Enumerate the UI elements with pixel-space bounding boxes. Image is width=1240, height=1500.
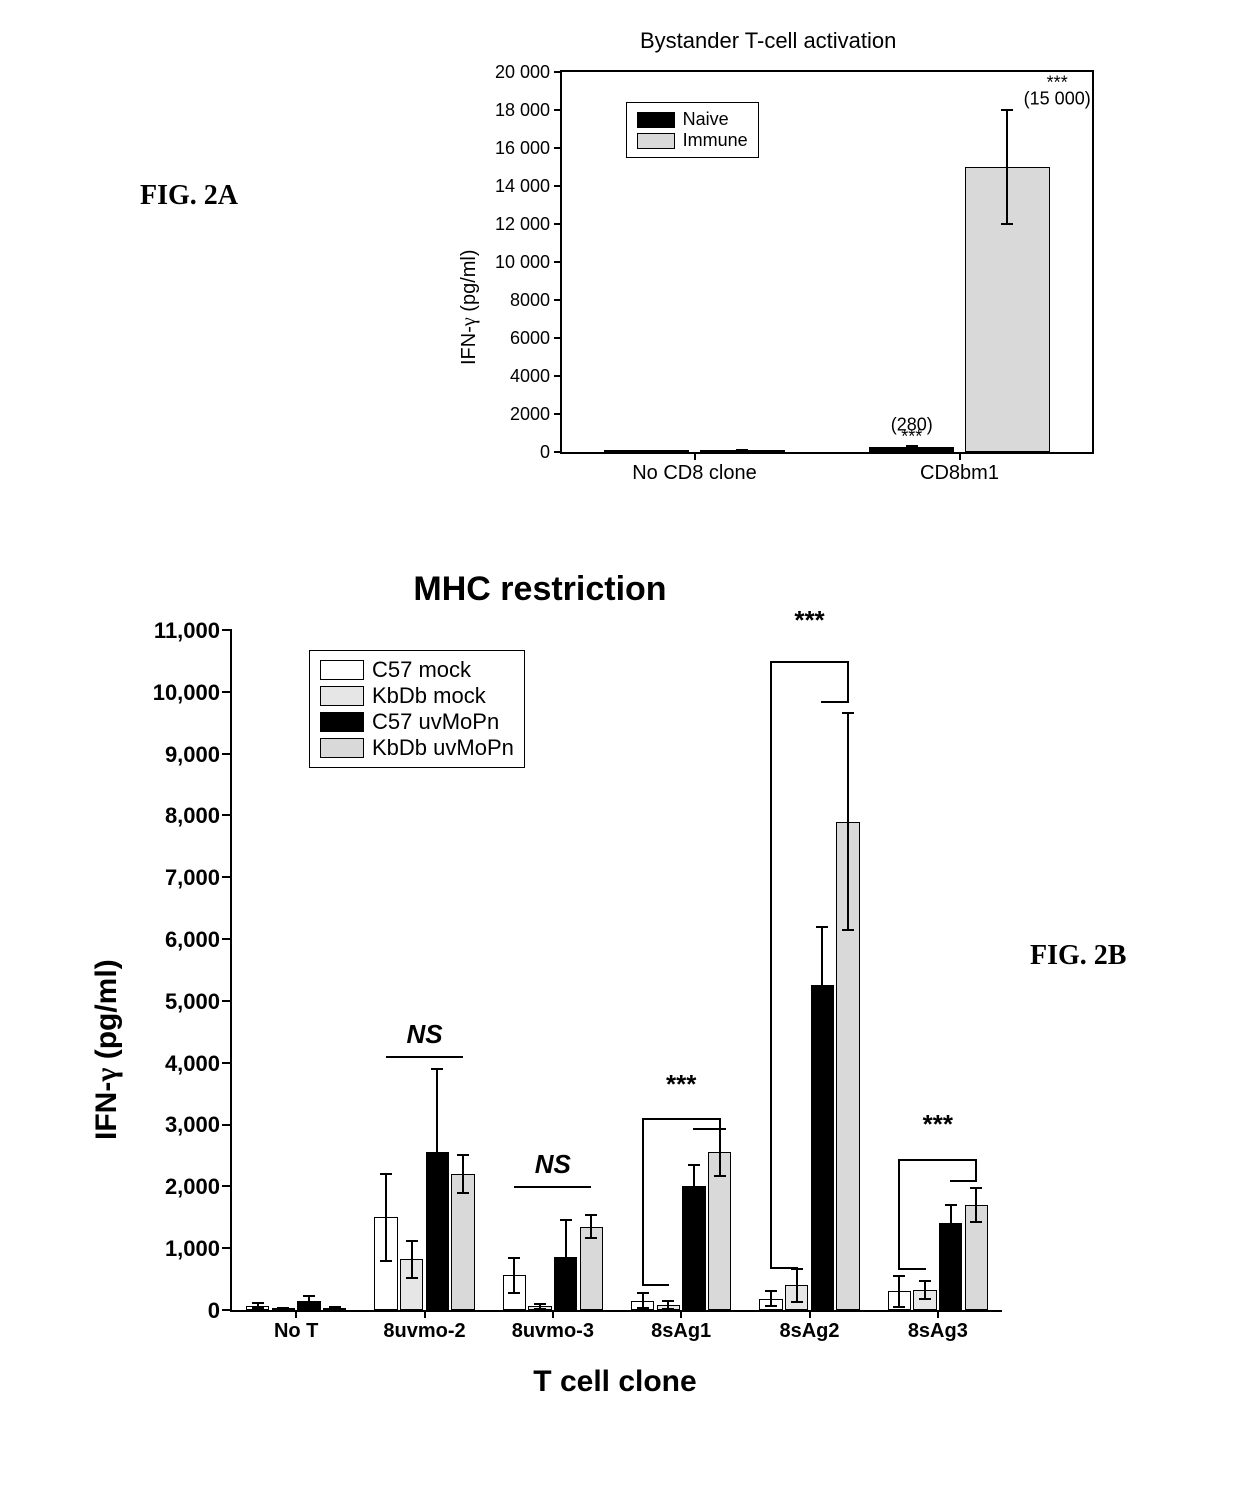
chart-b-xlabel: T cell clone [230, 1365, 1000, 1399]
annotation: (280) [891, 415, 933, 436]
xtick-label: 8sAg3 [908, 1320, 968, 1343]
chart-b-title: MHC restriction [60, 570, 1020, 609]
legend-label: C57 mock [372, 657, 471, 683]
legend-swatch [320, 686, 364, 706]
legend-label: KbDb mock [372, 683, 486, 709]
chart-b-ylabel: IFN-γ (pg/ml) [90, 959, 124, 1140]
fig-2a-label: FIG. 2A [140, 180, 238, 212]
legend-swatch [637, 133, 675, 149]
xtick-label: No CD8 clone [632, 462, 757, 485]
xtick-label: CD8bm1 [920, 462, 999, 485]
legend-swatch [320, 712, 364, 732]
legend-swatch [637, 112, 675, 128]
legend: C57 mockKbDb mockC57 uvMoPnKbDb uvMoPn [309, 650, 525, 768]
xtick-label: 8sAg1 [651, 1320, 711, 1343]
sig-label: *** [794, 605, 824, 636]
sig-label: NS [406, 1019, 442, 1050]
chart-a-ylabel: IFN-γ (pg/ml) [458, 249, 481, 365]
chart-b-plot-area: 01,0002,0003,0004,0005,0006,0007,0008,00… [230, 630, 1002, 1312]
legend: NaiveImmune [626, 102, 759, 158]
xtick-label: 8sAg2 [779, 1320, 839, 1343]
legend-item: KbDb uvMoPn [320, 735, 514, 761]
legend-swatch [320, 660, 364, 680]
xtick-label: 8uvmo-3 [512, 1320, 594, 1343]
legend-swatch [320, 738, 364, 758]
sig-label: *** [666, 1069, 696, 1100]
legend-item: C57 uvMoPn [320, 709, 514, 735]
legend-label: KbDb uvMoPn [372, 735, 514, 761]
xtick-label: No T [274, 1320, 318, 1343]
bar [451, 1174, 474, 1310]
fig-2b-label: FIG. 2B [1030, 940, 1126, 972]
xtick-label: 8uvmo-2 [383, 1320, 465, 1343]
sig-label: NS [535, 1149, 571, 1180]
bar [580, 1227, 603, 1310]
legend-label: Immune [683, 130, 748, 151]
chart-b: MHC restriction 01,0002,0003,0004,0005,0… [60, 570, 1020, 1450]
chart-a-title: Bystander T-cell activation [640, 28, 896, 54]
chart-a-plot-area: 0200040006000800010 00012 00014 00016 00… [560, 70, 1094, 454]
chart-a: Bystander T-cell activation 020004000600… [430, 30, 1150, 500]
legend-label: Naive [683, 109, 729, 130]
legend-item: Naive [637, 109, 748, 130]
legend-item: KbDb mock [320, 683, 514, 709]
annotation: (15 000) [1024, 88, 1091, 109]
legend-item: Immune [637, 130, 748, 151]
sig-label: *** [923, 1109, 953, 1140]
legend-item: C57 mock [320, 657, 514, 683]
legend-label: C57 uvMoPn [372, 709, 499, 735]
